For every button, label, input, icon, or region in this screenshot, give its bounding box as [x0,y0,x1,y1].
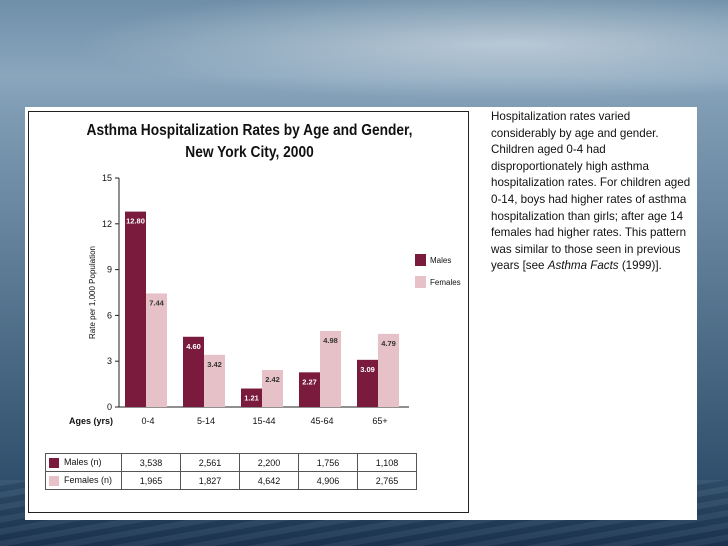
x-tick-label: 0-4 [141,416,154,426]
bar-males [299,372,320,407]
bar-value-label: 4.79 [381,339,396,348]
slide-content: Asthma Hospitalization Rates by Age and … [25,107,697,520]
bar-value-label: 2.42 [265,375,280,384]
bar-females [320,330,341,407]
bar-females [146,293,167,407]
table-cell: 2,561 [180,453,240,472]
bar-value-label: 1.21 [244,394,259,403]
y-axis-label: Rate per 1,000 Population [88,246,97,339]
x-tick-label: 15-44 [252,416,275,426]
x-axis-label: Ages (yrs) [69,416,113,426]
y-tick-label: 6 [107,310,112,320]
bar-males [125,211,146,407]
bar-males [241,388,262,407]
table-row-label: Females (n) [45,471,122,490]
table-cell: 2,200 [239,453,299,472]
legend-swatch [415,254,426,266]
legend-swatch [415,276,426,288]
x-tick-label: 5-14 [197,416,215,426]
description-citation: Asthma Facts [547,259,619,273]
y-tick-label: 0 [107,402,112,412]
table-cell: 1,965 [121,471,181,490]
table-cell: 1,108 [357,453,417,472]
chart-title-line2: New York City, 2000 [185,144,314,161]
table-cell: 1,756 [298,453,358,472]
bar-value-label: 2.27 [302,377,317,386]
chart-title-line1: Asthma Hospitalization Rates by Age and … [86,122,413,139]
x-tick-label: 45-64 [310,416,333,426]
males-swatch [49,457,59,468]
bar-females [262,370,283,407]
y-tick-label: 9 [107,265,112,275]
bar-chart: 0 3 6 9 12 15 Rate per 1,000 Population 12.80 7.… [69,173,461,426]
description-end: (1999)]. [618,259,662,273]
table-cell: 1,827 [180,471,240,490]
table-cell: 3,538 [121,453,181,472]
bar-value-label: 4.98 [323,336,338,345]
bar-value-label: 3.09 [360,365,375,374]
y-tick-label: 12 [102,219,112,229]
bar-value-label: 7.44 [149,298,164,307]
chart-frame: Asthma Hospitalization Rates by Age and … [28,111,469,513]
legend-label: Males [430,256,451,265]
bar-females [204,354,225,407]
table-row-label: Males (n) [45,453,122,472]
table-row-females: Females (n) 1,965 1,827 4,642 4,906 2,76… [45,471,417,490]
chart-title: Asthma Hospitalization Rates by Age and … [60,120,439,164]
description-body: Hospitalization rates varied considerabl… [491,110,691,273]
table-cell: 2,765 [357,471,417,490]
bar-females [378,333,399,407]
table-row-males: Males (n) 3,538 2,561 2,200 1,756 1,108 [45,453,417,472]
table-cell: 4,642 [239,471,299,490]
legend-label: Females [430,278,461,287]
bar-value-label: 4.60 [186,342,201,351]
bar-value-label: 3.42 [207,360,222,369]
females-swatch [49,475,59,486]
table-cell: 4,906 [298,471,358,490]
bar-value-label: 12.80 [126,217,145,226]
description-text: Hospitalization rates varied considerabl… [491,109,696,275]
background-glow [0,0,728,110]
y-tick-label: 15 [102,173,112,183]
counts-table: Males (n) 3,538 2,561 2,200 1,756 1,108 … [45,453,417,490]
x-tick-label: 65+ [372,416,387,426]
bar-males [183,336,204,407]
y-tick-label: 3 [107,356,112,366]
bar-males [357,359,378,407]
